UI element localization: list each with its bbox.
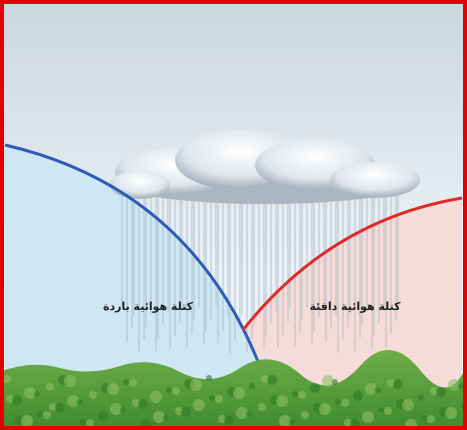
grass-tuft (301, 411, 309, 419)
grass-tuft (193, 399, 205, 411)
grass-tuft (123, 379, 129, 385)
grass-tuft (43, 411, 51, 419)
grass-tuft (24, 387, 36, 399)
grass-tuft (292, 391, 298, 397)
grass-tuft (365, 383, 377, 395)
grass-tuft (21, 415, 33, 427)
cold-front-line (4, 143, 270, 389)
grass-tuft (129, 379, 137, 387)
grass-tuft (279, 415, 291, 427)
grass-tuft (132, 399, 140, 407)
grass-tuft (89, 391, 97, 399)
grass-tuft (67, 395, 79, 407)
grass-tuft (427, 415, 435, 423)
grass-tuft (190, 379, 202, 391)
grass-tuft (166, 387, 172, 393)
grass-tuft (233, 387, 245, 399)
grass-tuft (436, 387, 446, 397)
rain (121, 195, 399, 354)
grass-tuft (387, 379, 395, 387)
grass-tuft (209, 395, 215, 401)
grass-tuft (384, 407, 392, 415)
grass-tuft (322, 375, 334, 387)
grass-texture (0, 375, 467, 430)
grass-tuft (86, 419, 94, 427)
grass-tuft (55, 403, 65, 413)
grass-tuft (12, 395, 22, 405)
grass-tuft (448, 379, 460, 391)
grass-tuft (246, 411, 252, 417)
grass-tuft (421, 415, 427, 421)
warm-air-region (243, 198, 462, 388)
grass-tuft (181, 407, 191, 417)
grass-tuft (153, 411, 165, 423)
grass-tuft (46, 383, 54, 391)
grass-tuft (289, 419, 295, 425)
grass-tuft (236, 407, 248, 419)
cold-air-region (5, 145, 268, 388)
grass-tuft (344, 419, 352, 427)
cloud (110, 130, 420, 204)
grass-tuft (206, 375, 212, 381)
grass-tuft (98, 411, 108, 421)
grass-tuft (49, 403, 57, 411)
grass-tuft (107, 383, 119, 395)
grass-tuft (298, 391, 306, 399)
grass-tuft (353, 391, 363, 401)
grass-tuft (430, 387, 438, 395)
cold-air-label: كتلة هوائية باردة (103, 300, 194, 313)
grass-tuft (34, 391, 40, 397)
grass-tuft (276, 395, 288, 407)
grass-tuft (224, 415, 234, 425)
grass-tuft (150, 391, 162, 403)
grass-tuft (332, 379, 338, 385)
grass-tuft (375, 387, 381, 393)
grass-tuft (163, 415, 169, 421)
grass-tuft (120, 407, 126, 413)
grass-tuft (319, 403, 331, 415)
grass-tuft (6, 395, 14, 403)
grass-tuft (458, 383, 464, 389)
grass-tuft (267, 375, 277, 385)
grass-tuft (77, 399, 83, 405)
grass-tuft (218, 415, 226, 423)
grass-tuft (138, 399, 148, 409)
grass-tuft (402, 399, 414, 411)
warm-air-label: كتلة هوائية دافئة (309, 300, 401, 313)
grass-tuft (445, 407, 457, 419)
warm-front-line (241, 196, 463, 331)
grass-tuft (37, 411, 43, 417)
grass-tuft (261, 375, 269, 383)
grass-tuft (3, 375, 11, 383)
grass-tuft (175, 407, 183, 415)
grass-tuft (249, 383, 255, 389)
grass-tuft (258, 403, 266, 411)
grass-tuft (172, 387, 180, 395)
grass-tuft (110, 403, 122, 415)
grass-tuft (335, 399, 341, 405)
grass-tuft (378, 407, 384, 413)
grass-tuft (64, 375, 76, 387)
grass-tuft (341, 399, 349, 407)
grass-tuft (215, 395, 223, 403)
grass-tuft (362, 411, 374, 423)
grass-tuft (310, 383, 320, 393)
grass-tuft (80, 419, 86, 425)
grass-tuft (418, 395, 424, 401)
grass-tuft (393, 379, 403, 389)
